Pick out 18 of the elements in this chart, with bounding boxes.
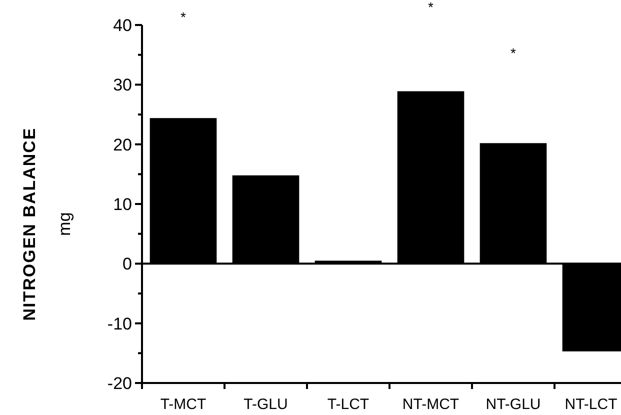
x-tick-label: NT-MCT [402,396,460,413]
x-tick-label: T-GLU [244,396,288,413]
y-tick-label: 0 [122,254,132,274]
x-tick-label: NT-LCT [564,396,618,413]
y-tick-label: 40 [113,16,132,35]
y-axis-title: NITROGEN BALANCE [20,127,39,321]
y-tick-label: 20 [113,135,132,154]
annotation: * [510,45,517,61]
x-tick-label: T-LCT [327,396,370,413]
y-tick-label: -20 [107,374,132,393]
y-tick-label: 30 [113,76,132,95]
x-tick-label: NT-GLU [486,396,541,413]
y-tick-label: 10 [113,194,132,214]
text: * [428,0,434,15]
y2-axis-title: mg [55,212,74,236]
y-tick-label: -10 [107,314,132,334]
x-tick-label: T-MCT [160,396,206,413]
annotation: * [180,9,187,25]
